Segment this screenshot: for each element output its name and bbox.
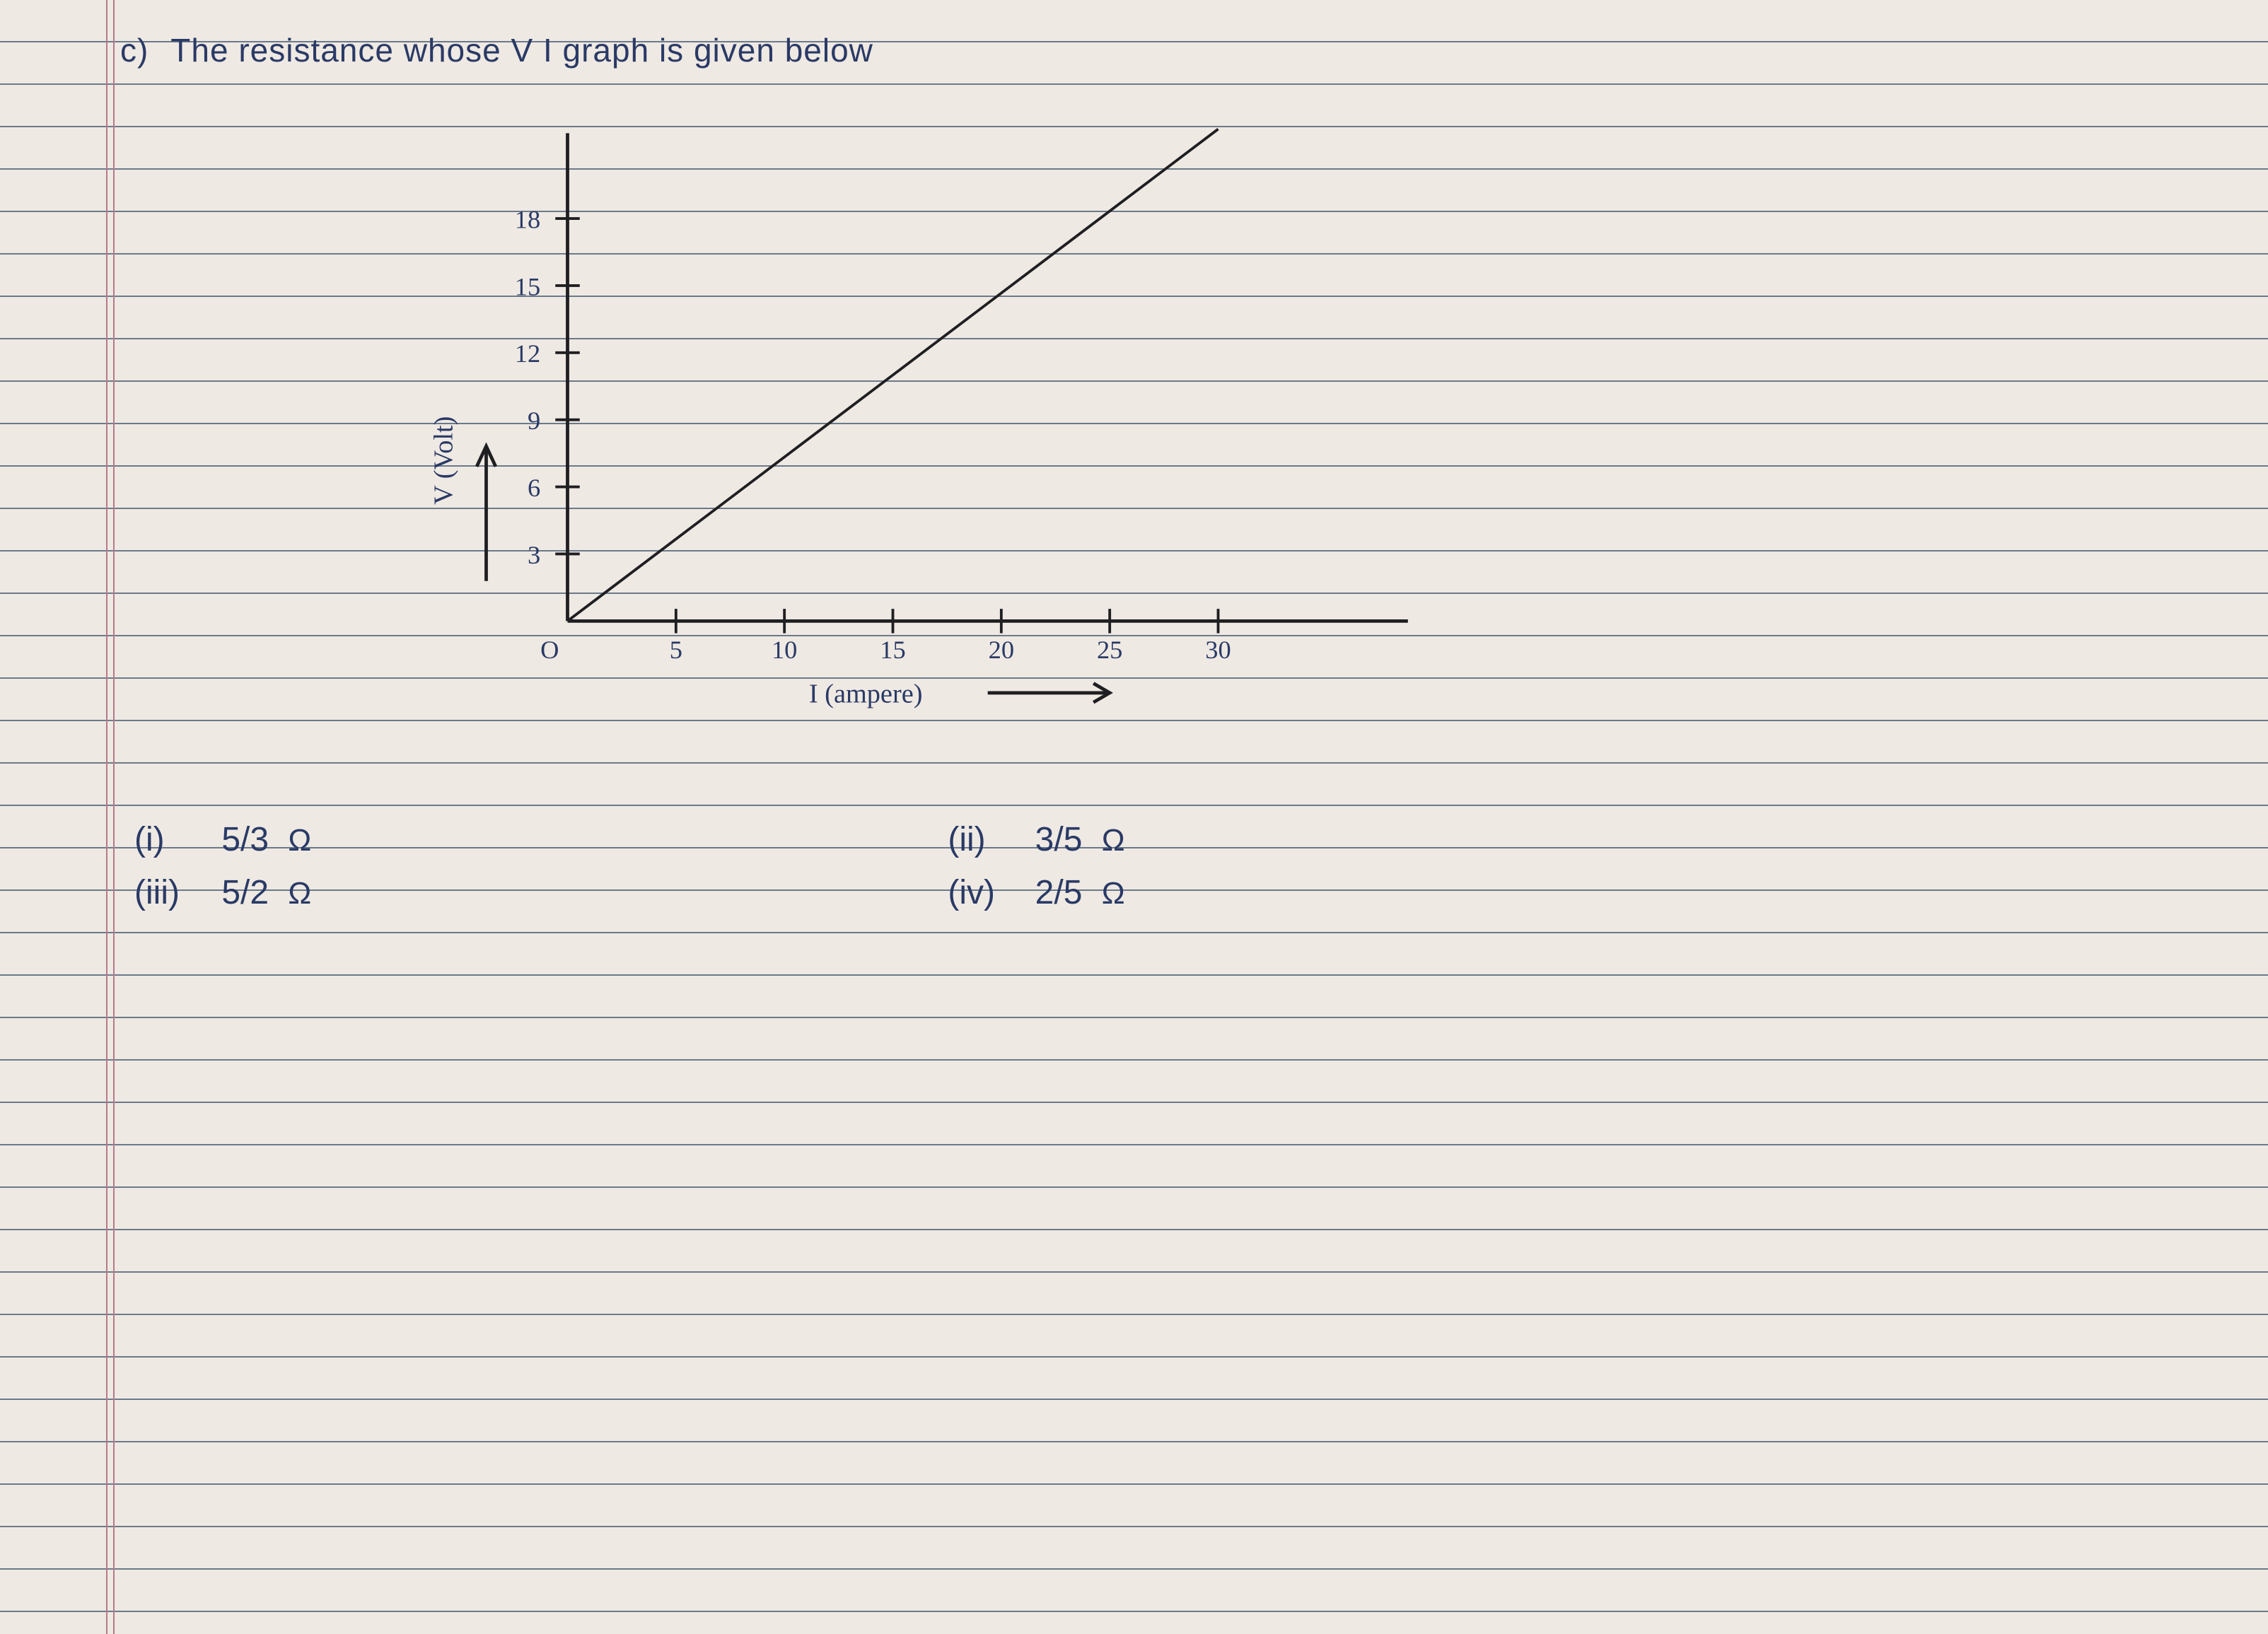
- x-tick-label: 30: [1205, 636, 1231, 664]
- margin-rule-1: [106, 0, 107, 1634]
- vi-graph-svg: 3 6 9 12 15 18 5 10 15 20 25 30 O V (Volt) I (ampere…: [368, 106, 1499, 757]
- option-ii: (ii) 3/5 Ω: [948, 820, 1124, 859]
- x-tick-label: 20: [989, 636, 1014, 664]
- y-tick-label: 6: [528, 474, 540, 502]
- option-iii: (iii) 5/2 Ω: [134, 873, 311, 912]
- question-line: c) The resistance whose V I graph is giv…: [120, 31, 2254, 69]
- y-tick-label: 12: [515, 339, 540, 368]
- x-axis-label: I (ampere): [809, 679, 923, 708]
- y-axis-label: V (Volt): [429, 416, 459, 505]
- x-tick-label: 15: [880, 636, 905, 664]
- option-iv: (iv) 2/5 Ω: [948, 873, 1124, 912]
- option-i-unit: Ω: [288, 823, 311, 858]
- y-tick-label: 18: [515, 206, 540, 234]
- option-i-numeral: (i): [134, 820, 212, 859]
- question-label: c): [120, 32, 149, 69]
- option-ii-unit: Ω: [1102, 823, 1125, 858]
- x-tick-label: 25: [1097, 636, 1122, 664]
- option-ii-value: 3/5: [1035, 821, 1083, 858]
- option-iii-value: 5/2: [221, 874, 269, 911]
- question-text: The resistance whose V I graph is given …: [170, 32, 873, 69]
- option-i: (i) 5/3 Ω: [134, 820, 311, 859]
- origin-label: O: [540, 636, 559, 664]
- y-tick-label: 9: [528, 407, 540, 435]
- option-ii-numeral: (ii): [948, 820, 1025, 859]
- option-i-value: 5/3: [221, 821, 269, 858]
- y-tick-label: 15: [515, 272, 540, 300]
- answer-options: (i) 5/3 Ω (ii) 3/5 Ω (iii) 5/2 Ω (iv) 2/…: [134, 820, 2240, 926]
- y-tick-label: 3: [528, 541, 540, 569]
- option-iv-unit: Ω: [1102, 876, 1125, 911]
- margin-rule-2: [113, 0, 115, 1634]
- vi-line: [568, 129, 1219, 621]
- vi-graph: 3 6 9 12 15 18 5 10 15 20 25 30 O V (Volt) I (ampere…: [368, 106, 1499, 757]
- option-iv-numeral: (iv): [948, 873, 1025, 912]
- option-iv-value: 2/5: [1035, 874, 1083, 911]
- option-iii-unit: Ω: [288, 876, 311, 911]
- x-tick-label: 10: [772, 636, 797, 664]
- option-iii-numeral: (iii): [134, 873, 212, 912]
- x-tick-label: 5: [670, 636, 682, 664]
